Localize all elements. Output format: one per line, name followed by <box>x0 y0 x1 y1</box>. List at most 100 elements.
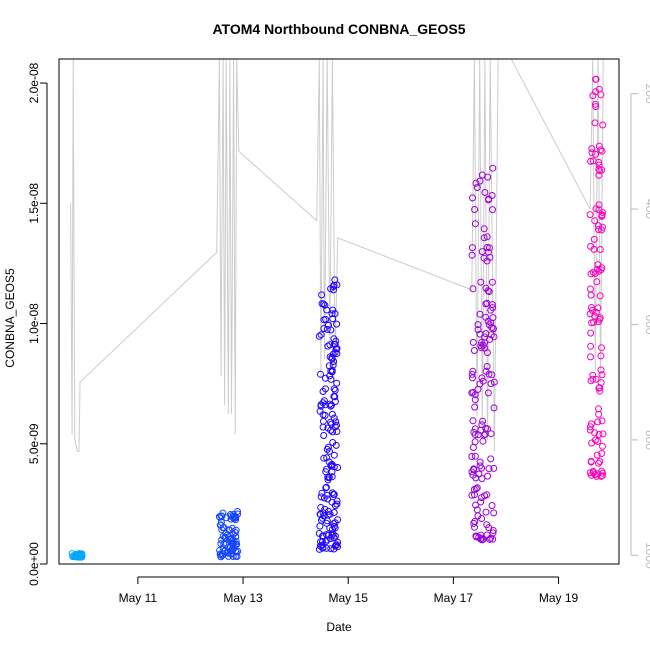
flight-5-point <box>596 458 604 465</box>
flight-2-point <box>229 530 237 538</box>
flight-4-point <box>483 521 491 529</box>
flight-4-point <box>484 248 492 256</box>
flight-4-point <box>478 374 486 382</box>
flight-4-point <box>484 317 492 325</box>
flight-3-point <box>329 439 337 446</box>
flight-3-point <box>317 370 324 378</box>
flight-3-point <box>332 345 340 353</box>
y-tick-label: 2.0e-08 <box>27 62 41 103</box>
flight-5-point <box>598 344 605 352</box>
flight-4-point <box>490 325 497 333</box>
flight-4-point <box>477 278 485 286</box>
flight-4-point <box>489 164 497 172</box>
flight-4-point <box>483 491 491 499</box>
flight-4-point <box>484 287 492 295</box>
flight-4-point <box>471 391 479 399</box>
flight-4-point <box>469 285 477 293</box>
flight-3-point <box>331 393 339 401</box>
flight-5-point <box>598 371 606 379</box>
flight-4-point <box>473 184 481 191</box>
flight-5-point <box>595 142 603 150</box>
flight-5-point <box>596 292 604 300</box>
flight-4-point <box>487 430 495 438</box>
flight-3-point <box>323 445 331 453</box>
flight-3-point <box>330 520 338 528</box>
flight-4-point <box>476 310 484 318</box>
flight-4-point <box>486 335 494 343</box>
flight-2-point <box>228 539 235 547</box>
flight-3-point <box>328 498 336 506</box>
flight-2-point <box>226 535 234 543</box>
flight-4-point <box>490 464 498 472</box>
flight-5-point <box>594 304 602 312</box>
flight-3-point <box>330 491 338 498</box>
x-axis-label: Date <box>326 620 352 634</box>
flight-3-point <box>320 432 328 439</box>
flight-4-point <box>468 453 476 460</box>
flight-5-point <box>599 469 607 477</box>
flight-5-point <box>597 352 605 360</box>
flight-5-point <box>588 319 596 327</box>
flight-4-point <box>479 437 487 445</box>
flight-3-point <box>333 320 341 328</box>
flight-3-point <box>319 423 327 431</box>
flight-3-point <box>328 531 336 539</box>
flight-4-point <box>468 370 476 378</box>
flight-4-point <box>470 347 478 354</box>
flight-4-point <box>478 515 486 522</box>
flight-3-point <box>317 401 325 409</box>
flight-5-point <box>594 222 602 230</box>
flight-4-point <box>489 529 497 537</box>
flight-5-point <box>589 375 597 383</box>
flight-3-point <box>330 451 338 459</box>
flight-5-point <box>587 420 595 428</box>
flight-3-point <box>334 464 342 471</box>
flight-5-point <box>587 291 595 299</box>
flight-4-point <box>488 324 496 331</box>
flight-5-point <box>591 429 599 437</box>
flight-3-point <box>330 385 338 393</box>
flight-3-point <box>333 350 341 357</box>
flight-4-point <box>488 371 496 379</box>
flight-3-point <box>324 476 332 484</box>
flight-4-point <box>471 491 478 499</box>
flight-5-point <box>587 285 594 293</box>
flight-2-point <box>218 526 226 534</box>
flight-3-point <box>321 505 329 513</box>
flight-5-point <box>587 353 594 361</box>
flight-5-point <box>595 459 602 467</box>
flight-4-point <box>481 189 489 196</box>
flight-4-point <box>483 299 491 307</box>
flight-4-point <box>483 349 491 357</box>
flight-3-point <box>316 407 324 415</box>
flight-3-point <box>326 524 334 532</box>
flight-3-point <box>329 350 337 358</box>
flight-3-point <box>319 544 327 552</box>
flight-5-point <box>592 150 599 158</box>
flight-3-point <box>319 417 327 425</box>
flight-4-point <box>471 206 479 213</box>
flight-4-point <box>476 458 484 466</box>
flight-4-point <box>478 248 486 256</box>
flight-2-point <box>233 553 241 560</box>
flight-4-point <box>482 508 490 516</box>
flight-3-point <box>323 517 331 525</box>
flight-4-point <box>490 378 498 386</box>
flight-5-point <box>587 157 595 165</box>
flight-4-point <box>488 278 496 286</box>
flight-4-point <box>487 380 495 388</box>
chart-title: ATOM4 Northbound CONBNA_GEOS5 <box>212 21 465 37</box>
flight-3-point <box>323 531 331 539</box>
flight-2-point <box>227 511 234 518</box>
y2-tick-label: 1000 <box>643 542 650 569</box>
flight-5-point <box>588 145 596 153</box>
y2-tick-label: 800 <box>643 430 650 450</box>
flight-3-point <box>320 494 328 502</box>
flight-4-point <box>469 367 477 375</box>
flight-3-point <box>330 414 338 422</box>
flight-4-point <box>469 194 476 202</box>
flight-5-point <box>587 270 595 278</box>
flight-3-point <box>328 489 336 497</box>
flight-2-point <box>229 553 237 560</box>
flight-4-point <box>478 494 486 502</box>
